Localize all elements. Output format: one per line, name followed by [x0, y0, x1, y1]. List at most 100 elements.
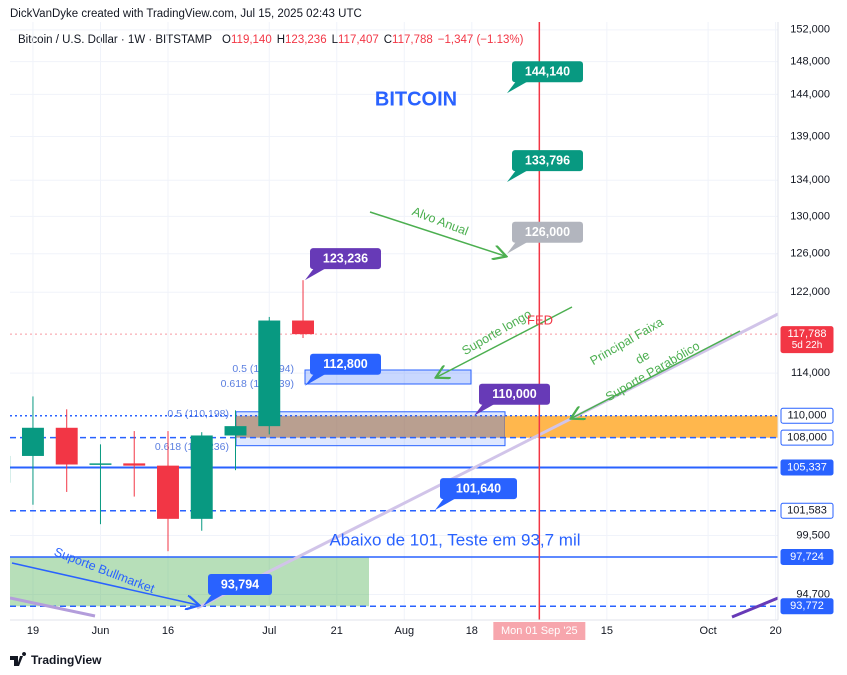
logo-icon [10, 652, 27, 666]
y-tick-label: 126,000 [790, 248, 830, 260]
x-tick-label: 16 [162, 625, 174, 637]
y-tick-label: 134,000 [790, 174, 830, 186]
callout-label: 123,236 [323, 251, 368, 265]
annotation: FED [527, 312, 553, 327]
callout-pointer [507, 81, 528, 94]
x-tick-label: Aug [395, 625, 415, 637]
y-tick-label: 114,000 [791, 367, 830, 379]
change: −1,347 (−1.13%) [438, 34, 524, 46]
candle-body [123, 463, 146, 466]
support-zone-future [505, 415, 778, 438]
logo: TradingView [10, 652, 102, 667]
callout-pointer [203, 593, 224, 606]
ohlc-key: L [332, 34, 339, 46]
x-tick-label: Jul [262, 625, 276, 637]
support-zone [236, 415, 505, 438]
crosshair-label: Mon 01 Sep '25 [501, 625, 578, 637]
candle-body [224, 426, 247, 436]
x-tick-label: Oct [700, 625, 717, 637]
x-tick-label: 15 [601, 625, 613, 637]
arrow [437, 306, 573, 377]
candle-body [10, 455, 11, 483]
callout-box [310, 248, 381, 270]
ohlc-value: 119,140 [231, 34, 272, 46]
credit: DickVanDyke created with TradingView.com… [10, 8, 362, 20]
price-label: 117,788 [788, 328, 827, 340]
fib-label: 0.5 (110,198) [167, 408, 229, 420]
callout-box [512, 61, 583, 83]
trend-line [731, 596, 778, 619]
callout-label: 126,000 [525, 225, 570, 239]
callout-label: 144,140 [525, 64, 570, 78]
callout-pointer [507, 241, 528, 254]
candle-body [292, 320, 314, 335]
ohlc-key: H [277, 34, 285, 46]
price-label-bg [780, 326, 834, 354]
annotation: Abaixo de 101, Teste em 93,7 mil [329, 530, 580, 549]
symbol: Bitcoin / U.S. Dollar · 1W · BITSTAMP [18, 34, 212, 46]
callout-box [479, 383, 550, 405]
arrow [369, 211, 505, 256]
brand: TradingView [31, 653, 102, 667]
candle-body [258, 320, 281, 427]
x-tick-label: 21 [331, 625, 343, 637]
plot-layer: 0.5 (114,394)0.618 (112,939)0.5 (110,198… [10, 22, 778, 620]
annotation: BITCOIN [375, 88, 457, 110]
price-label: 108,000 [787, 432, 827, 444]
candle-body [89, 463, 112, 465]
candle-body [55, 427, 78, 465]
price-label: 101,583 [787, 505, 827, 517]
callout-pointer [507, 170, 528, 183]
bull-zone [10, 557, 369, 607]
x-tick-label: 18 [466, 625, 478, 637]
callout-pointer [305, 268, 326, 281]
annotation: de [633, 348, 652, 367]
callout-label: 133,796 [525, 153, 570, 167]
callout-label: 93,794 [221, 577, 259, 591]
callout-pointer [435, 498, 456, 511]
price-label-bg [780, 598, 834, 615]
ohlc-key: C [384, 34, 392, 46]
candle-body [21, 427, 44, 456]
y-tick-label: 148,000 [790, 56, 830, 68]
callout-box [512, 221, 583, 243]
y-tick-label: 99,500 [796, 529, 830, 541]
ohlc-value: 123,236 [285, 34, 327, 46]
callout-box [310, 353, 381, 375]
price-label: 97,724 [790, 551, 824, 563]
price-label-sub: 5d 22h [792, 340, 823, 351]
callout-label: 110,000 [492, 387, 537, 401]
ohlc-value: 117,407 [338, 34, 379, 46]
callout-pointer [305, 373, 326, 386]
price-label: 93,772 [790, 600, 824, 612]
price-label-bg [780, 459, 834, 476]
callout-pointer [474, 403, 495, 416]
y-tick-label: 122,000 [790, 286, 830, 298]
callout-label: 101,640 [456, 481, 501, 495]
y-tick-label: 130,000 [790, 210, 830, 222]
x-tick-label: 19 [27, 625, 39, 637]
trend-line [10, 596, 96, 618]
crosshair-label-bg [493, 622, 586, 640]
callout-box [208, 573, 272, 595]
price-label-bg [780, 407, 834, 424]
price-label-bg [780, 502, 834, 519]
price-label: 110,000 [788, 410, 827, 422]
y-tick-label: 139,000 [790, 130, 830, 142]
price-label-bg [780, 429, 834, 446]
trend-line [196, 312, 778, 610]
price-label-bg [780, 549, 834, 566]
candle-body [157, 465, 179, 519]
plot-area: 0.5 (114,394)0.618 (112,939)0.5 (110,198… [10, 22, 778, 620]
candle-body [190, 435, 213, 519]
y-tick-label: 144,000 [790, 88, 830, 100]
fib-label: 0.618 (112,939) [221, 378, 294, 390]
callout-label: 112,800 [323, 357, 368, 371]
callout-box [512, 150, 583, 172]
ohlc-key: O [222, 34, 231, 46]
y-tick-label: 152,000 [790, 24, 830, 36]
callout-box [440, 478, 517, 500]
x-tick-label: 20 [770, 625, 782, 637]
